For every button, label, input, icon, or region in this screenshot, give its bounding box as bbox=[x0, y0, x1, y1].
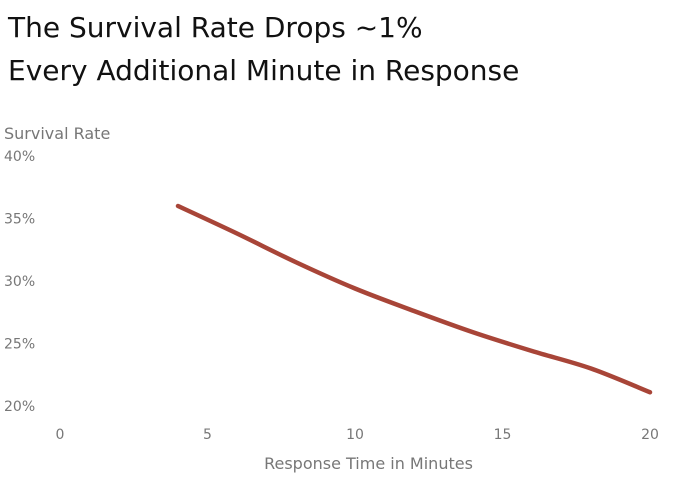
survival-rate-series-line bbox=[175, 203, 653, 395]
y-tick-label: 20% bbox=[4, 399, 35, 415]
x-tick-label: 20 bbox=[641, 427, 659, 443]
chart-title: The Survival Rate Drops ~1% Every Additi… bbox=[8, 6, 678, 92]
x-tick-label: 0 bbox=[56, 427, 65, 443]
y-tick-label: 35% bbox=[4, 212, 35, 228]
x-axis-label: Response Time in Minutes bbox=[264, 454, 473, 473]
y-tick-label: 40% bbox=[4, 149, 35, 165]
chart-title-line-1: The Survival Rate Drops ~1% bbox=[8, 11, 423, 44]
y-tick-label: 25% bbox=[4, 337, 35, 353]
y-tick-label: 30% bbox=[4, 274, 35, 290]
x-tick-label: 5 bbox=[203, 427, 212, 443]
y-axis-label: Survival Rate bbox=[4, 124, 111, 143]
chart-title-line-2: Every Additional Minute in Response bbox=[8, 54, 520, 87]
x-tick-label: 10 bbox=[346, 427, 364, 443]
x-tick-label: 15 bbox=[494, 427, 512, 443]
